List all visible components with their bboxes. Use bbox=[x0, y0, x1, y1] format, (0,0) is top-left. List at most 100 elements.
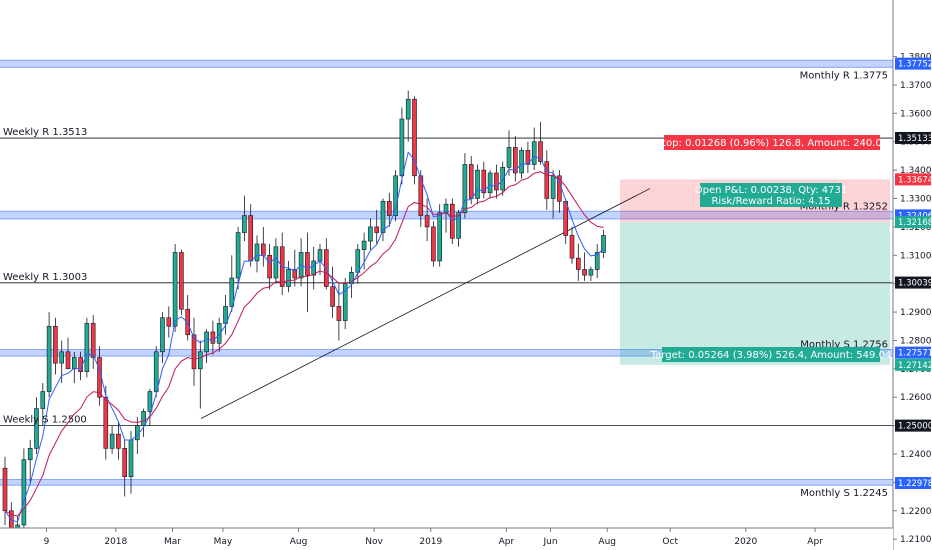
candle bbox=[166, 306, 172, 338]
candle-body bbox=[462, 164, 468, 214]
candle-body bbox=[336, 306, 342, 321]
candle bbox=[475, 164, 480, 205]
candle-body bbox=[512, 147, 518, 174]
stop-label-box: Stop: 0.01268 (0.96%) 126.8, Amount: 240… bbox=[656, 135, 888, 150]
candle bbox=[531, 127, 537, 171]
candle-body bbox=[500, 166, 506, 191]
price-tick-label: 1.38000 bbox=[900, 53, 932, 63]
candle bbox=[65, 337, 71, 370]
candle-body bbox=[569, 235, 575, 259]
time-tick-label: 9 bbox=[44, 537, 50, 547]
candle-body bbox=[216, 323, 222, 344]
price-tag-label: 1.37752 bbox=[898, 60, 932, 70]
candle-body bbox=[412, 98, 417, 177]
candle-body bbox=[431, 226, 436, 262]
candle-body bbox=[418, 175, 424, 216]
candle-body bbox=[323, 249, 329, 287]
price-axis[interactable]: 1.380001.370001.360001.350001.340001.330… bbox=[892, 0, 932, 550]
candle bbox=[487, 170, 493, 199]
candle-body bbox=[380, 201, 386, 233]
candle-body bbox=[122, 448, 127, 478]
candle-body bbox=[242, 215, 247, 233]
pnl-label: Open P&L: 0.00238, Qty: 4731 bbox=[695, 185, 848, 196]
zone-band bbox=[0, 479, 893, 486]
candle bbox=[449, 198, 455, 244]
candle bbox=[223, 295, 228, 335]
candle-body bbox=[166, 317, 172, 327]
candle-body bbox=[109, 433, 115, 449]
price-tick-label: 1.36000 bbox=[900, 109, 932, 119]
candle-body bbox=[172, 252, 178, 327]
candle bbox=[601, 229, 606, 259]
candle-body bbox=[575, 257, 581, 270]
candle-body bbox=[128, 439, 134, 478]
time-tick-label: 2019 bbox=[419, 537, 442, 547]
candle-body bbox=[393, 175, 398, 216]
zone-label: Monthly R 1.3775 bbox=[800, 70, 888, 81]
price-tag: 1.25000 bbox=[895, 419, 932, 432]
candle-body bbox=[475, 169, 480, 199]
candle bbox=[431, 221, 436, 267]
zone-band bbox=[0, 211, 893, 219]
candle-body bbox=[59, 351, 65, 364]
time-tick-label: May bbox=[214, 537, 233, 547]
price-tick-label: 1.31000 bbox=[900, 251, 932, 261]
candle-body bbox=[374, 226, 380, 233]
price-tag-bg bbox=[895, 173, 931, 186]
candle bbox=[374, 209, 380, 244]
time-tick-label: 2018 bbox=[104, 537, 127, 547]
candle-body bbox=[317, 249, 323, 262]
candle-body bbox=[519, 149, 524, 174]
time-tick-label: Mar bbox=[164, 537, 181, 547]
candle bbox=[273, 238, 279, 284]
candle-body bbox=[248, 215, 253, 262]
candle-body bbox=[141, 411, 146, 426]
candle-body bbox=[116, 433, 121, 449]
candle-body bbox=[386, 201, 392, 216]
price-tick-label: 1.33000 bbox=[900, 195, 932, 205]
candle-body bbox=[103, 396, 109, 449]
price-tick-label: 1.29000 bbox=[900, 308, 932, 318]
zone-band bbox=[0, 60, 893, 68]
time-tick-label: Apr bbox=[807, 537, 823, 547]
target-zone bbox=[620, 222, 890, 365]
candle bbox=[519, 147, 524, 179]
zone-label: Monthly R 1.3252 bbox=[800, 201, 888, 212]
candle-body bbox=[72, 357, 77, 370]
candle bbox=[191, 317, 197, 386]
time-tick-label: Apr bbox=[499, 537, 515, 547]
candle-body bbox=[456, 212, 461, 239]
candle-body bbox=[53, 325, 58, 364]
candle-body bbox=[368, 226, 373, 242]
zone-label: Monthly S 1.2756 bbox=[800, 340, 888, 351]
candle-body bbox=[437, 212, 443, 262]
price-tag-label: 1.27142 bbox=[898, 361, 932, 371]
candle-body bbox=[286, 269, 291, 287]
candle-body bbox=[305, 252, 310, 276]
time-tick-label: Aug bbox=[290, 537, 308, 547]
price-tag-label: 1.30039 bbox=[898, 279, 932, 289]
candle-body bbox=[355, 249, 361, 273]
candle bbox=[84, 317, 90, 378]
price-tag-label: 1.32168 bbox=[898, 218, 932, 228]
candle-body bbox=[544, 161, 550, 199]
candle-body bbox=[185, 308, 190, 336]
zone-label: Monthly S 1.2245 bbox=[800, 488, 888, 499]
candle-body bbox=[311, 260, 317, 276]
candle bbox=[27, 439, 33, 483]
candle-body bbox=[229, 277, 235, 307]
time-tick-label: Nov bbox=[365, 537, 383, 547]
time-axis-bg bbox=[0, 528, 893, 550]
candle bbox=[386, 192, 392, 227]
candle bbox=[305, 232, 310, 313]
time-axis[interactable]: 9 2018 Mar May Aug Nov 2019 Apr Jun Aug Oct 2020 Apr bbox=[0, 527, 893, 550]
target-label-bg bbox=[662, 347, 880, 362]
price-tag-bg bbox=[895, 358, 931, 371]
candle bbox=[393, 170, 398, 222]
candle-body bbox=[531, 141, 537, 165]
candle bbox=[21, 448, 27, 531]
candle bbox=[286, 260, 291, 293]
